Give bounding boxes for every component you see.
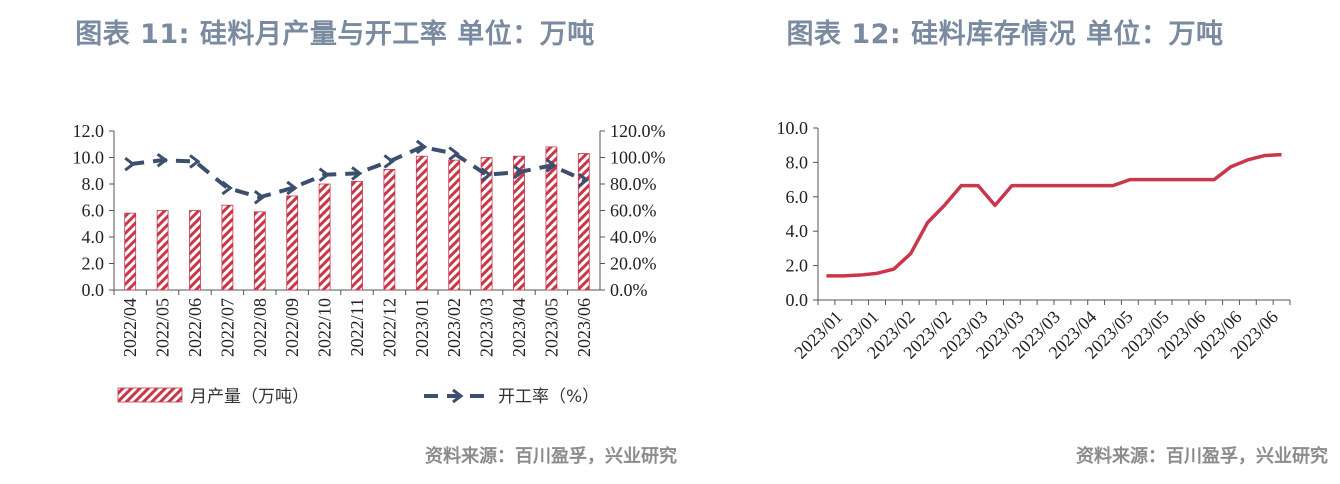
- utilization-marker: [351, 166, 363, 181]
- x-tick-label: 2022/11: [347, 298, 367, 356]
- y-tick-label: 4.0: [82, 227, 105, 247]
- x-tick-label: 2022/10: [315, 298, 335, 357]
- y-tick-label: 2.0: [82, 254, 105, 274]
- production-bar: [318, 183, 331, 291]
- production-bar: [221, 204, 234, 291]
- utilization-marker: [318, 167, 331, 182]
- x-tick-label: 2022/06: [185, 298, 205, 357]
- legend-marker: [452, 388, 464, 404]
- utilization-marker: [189, 154, 201, 169]
- x-tick-label: 2023/05: [541, 298, 561, 357]
- y-tick-label: 10.0: [73, 148, 105, 168]
- x-tick-label: 2023/02: [444, 298, 464, 357]
- x-tick-label: 2022/04: [120, 298, 140, 357]
- utilization-line: [129, 144, 585, 200]
- utilization-marker: [577, 172, 590, 188]
- y-tick-label: 0.0: [82, 280, 105, 300]
- production-bar: [156, 210, 169, 291]
- utilization-marker: [513, 164, 525, 180]
- y2-tick-label: 20.0%: [610, 254, 657, 274]
- x-tick-label: 2022/05: [153, 298, 173, 357]
- y2-tick-label: 80.0%: [610, 174, 657, 194]
- y2-tick-label: 100.0%: [610, 148, 666, 168]
- production-bar: [577, 153, 590, 291]
- x-tick-label: 2023/01: [412, 298, 432, 357]
- utilization-marker: [545, 158, 557, 173]
- x-tick-label: 2023/06: [574, 298, 594, 357]
- y-tick-label: 0.0: [786, 290, 809, 310]
- y2-tick-label: 60.0%: [610, 201, 657, 221]
- y-tick-label: 8.0: [786, 152, 809, 172]
- x-tick-label: 2022/07: [217, 298, 237, 357]
- production-bar: [513, 155, 525, 291]
- utilization-marker: [286, 180, 298, 196]
- legend-label: 月产量（万吨）: [190, 387, 309, 407]
- x-tick-label: 2022/08: [250, 298, 270, 357]
- production-bar: [253, 211, 266, 291]
- x-tick-label: 2022/09: [282, 298, 302, 357]
- y-tick-label: 12.0: [73, 121, 105, 141]
- y-tick-label: 6.0: [786, 187, 809, 207]
- y-tick-label: 10.0: [777, 118, 809, 138]
- y-tick-label: 8.0: [82, 174, 105, 194]
- production-bar: [415, 155, 428, 291]
- x-tick-label: 2022/12: [379, 298, 399, 357]
- inventory-line: [826, 152, 1282, 278]
- production-chart-panel: 图表 11: 硅料月产量与开工率 单位：万吨 12.0 10.0 8.0 6.0 4.0…: [0, 0, 670, 480]
- utilization-marker: [448, 146, 460, 161]
- utilization-marker: [156, 152, 169, 168]
- production-chart: 12.0 10.0 8.0 6.0 4.0 2.0 0.0 120.0% 100.0% 80.0%…: [73, 121, 666, 407]
- production-bar: [351, 180, 363, 291]
- production-bar: [286, 195, 299, 291]
- production-bar: [124, 212, 137, 291]
- y2-tick-label: 40.0%: [610, 227, 657, 247]
- inventory-chart: 10.08.06.04.02.00.02023/012023/012023/02…: [777, 118, 1291, 363]
- chart-title: 图表 11: 硅料月产量与开工率 单位：万吨: [75, 19, 595, 50]
- y2-tick-label: 0.0%: [610, 280, 648, 300]
- source-note: 资料来源：百川盈孚，兴业研究: [425, 446, 677, 467]
- utilization-marker: [124, 156, 136, 172]
- production-bar: [545, 146, 558, 291]
- utilization-marker: [253, 190, 266, 205]
- legend-swatch-bar: [117, 387, 183, 403]
- y-tick-label: 4.0: [786, 221, 809, 241]
- legend-label: 开工率（%）: [498, 387, 599, 407]
- y-tick-label: 6.0: [82, 201, 105, 221]
- y2-tick-label: 120.0%: [610, 121, 666, 141]
- utilization-marker: [480, 167, 493, 182]
- inventory-chart-panel: 图表 12: 硅料库存情况 单位：万吨 10.0 8.0 6.0 4.0 2.0 0.0 2…: [670, 0, 1340, 480]
- source-note: 资料来源：百川盈孚，兴业研究: [1076, 446, 1328, 467]
- x-tick-label: 2023/03: [477, 298, 497, 357]
- production-bar: [383, 169, 396, 291]
- chart-title: 图表 12: 硅料库存情况 单位：万吨: [786, 19, 1224, 50]
- production-bar: [480, 157, 493, 291]
- utilization-marker: [415, 139, 428, 155]
- y-tick-label: 2.0: [786, 256, 809, 276]
- utilization-marker: [383, 154, 395, 169]
- production-bar: [448, 159, 461, 291]
- utilization-marker: [221, 180, 233, 196]
- production-bar: [189, 210, 201, 291]
- x-tick-label: 2023/04: [509, 298, 529, 357]
